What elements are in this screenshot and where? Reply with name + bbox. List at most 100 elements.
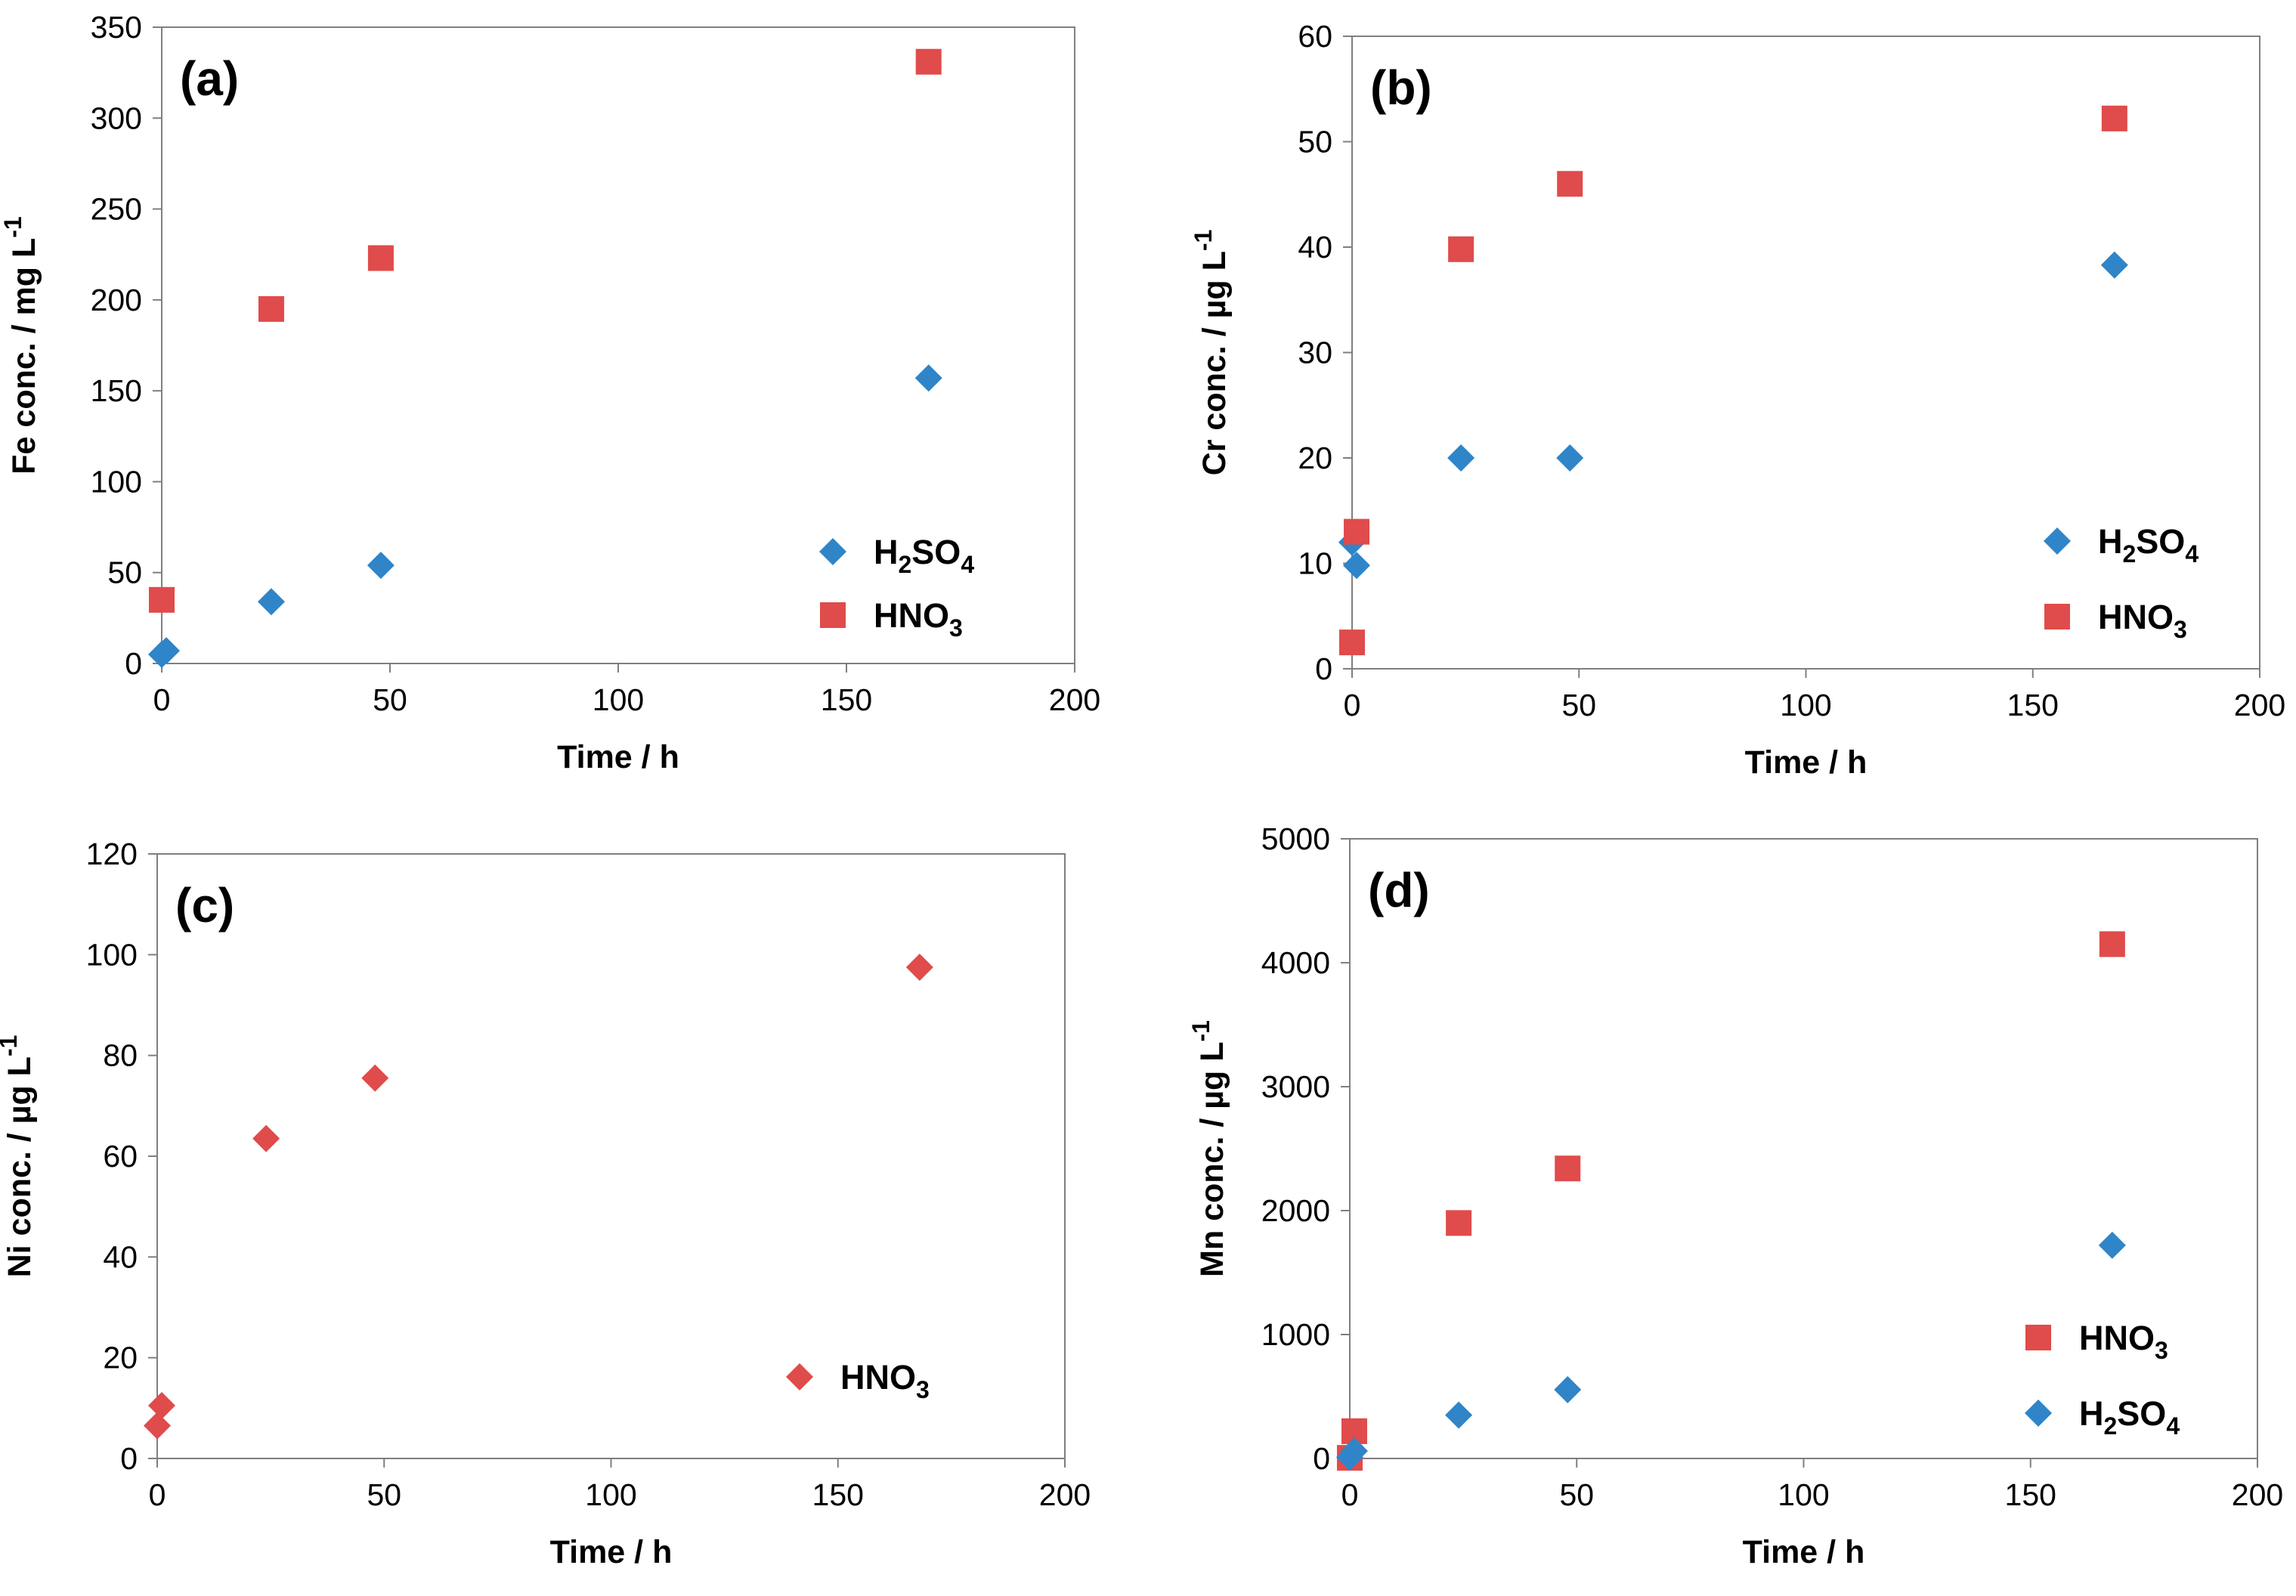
- legend-entry-hno3: HNO3: [786, 1358, 930, 1403]
- data-point-hno3: [367, 245, 394, 271]
- data-point-hno3: [252, 1124, 280, 1152]
- y-tick-label: 60: [103, 1139, 138, 1174]
- data-point-hno3: [361, 1064, 389, 1092]
- x-tick-label: 50: [1559, 1477, 1594, 1512]
- y-tick-label: 3000: [1261, 1069, 1330, 1104]
- legend-marker: [2044, 527, 2071, 555]
- data-point-h2so4: [1447, 444, 1475, 472]
- y-tick-label: 2000: [1261, 1193, 1330, 1228]
- legend-label: HNO3: [2098, 598, 2187, 643]
- y-tick-label: 1000: [1261, 1317, 1330, 1352]
- data-point-hno3: [1344, 518, 1370, 545]
- x-tick-label: 0: [149, 1477, 166, 1512]
- x-tick-label: 150: [821, 682, 872, 717]
- y-tick-label: 350: [91, 10, 142, 45]
- legend-label: HNO3: [840, 1358, 930, 1403]
- x-tick-label: 0: [1344, 688, 1361, 722]
- plot-area: [156, 853, 1066, 1459]
- y-tick-label: 300: [91, 101, 142, 135]
- y-tick-label: 150: [91, 373, 142, 408]
- data-point-h2so4: [257, 588, 285, 616]
- legend-marker: [820, 602, 846, 628]
- y-tick-label: 10: [1298, 546, 1332, 581]
- x-tick-label: 100: [1780, 688, 1831, 722]
- data-point-hno3: [148, 1392, 176, 1419]
- x-tick-label: 50: [1561, 688, 1596, 722]
- data-point-hno3: [1446, 1210, 1472, 1236]
- data-point-h2so4: [1554, 1375, 1582, 1403]
- x-tick-label: 200: [2234, 688, 2285, 722]
- x-axis-title: Time / h: [1743, 1534, 1865, 1570]
- y-tick-label: 250: [91, 192, 142, 227]
- y-tick-label: 0: [120, 1441, 138, 1476]
- chart-panel-a: 0 50 100 150 200 250 300 350 0 50 100 150 200 Time / …: [0, 10, 1100, 775]
- x-tick-label: 50: [367, 1477, 401, 1512]
- panel-label: (a): [180, 51, 239, 106]
- legend-label: HNO3: [2079, 1319, 2168, 1364]
- legend-entry-h2so4: H2SO4: [2025, 1394, 2180, 1440]
- data-point-h2so4: [1343, 552, 1371, 580]
- y-tick-label: 5000: [1261, 821, 1330, 856]
- legend-entry-hno3: HNO3: [820, 596, 963, 642]
- y-tick-label: 100: [91, 464, 142, 499]
- legend-entry-h2so4: H2SO4: [819, 533, 974, 578]
- data-point-hno3: [1448, 236, 1474, 262]
- legend-marker: [819, 538, 846, 565]
- y-tick-label: 80: [103, 1038, 138, 1073]
- legend-entry-h2so4: H2SO4: [2044, 522, 2199, 568]
- y-tick-label: 60: [1298, 19, 1332, 54]
- y-tick-label: 40: [1298, 230, 1332, 264]
- data-point-hno3: [1555, 1155, 1581, 1182]
- data-point-h2so4: [1445, 1401, 1473, 1429]
- x-tick-label: 100: [585, 1477, 636, 1512]
- data-point-h2so4: [914, 364, 942, 392]
- data-point-hno3: [1339, 629, 1365, 656]
- data-point-hno3: [1557, 171, 1583, 197]
- x-tick-label: 200: [1049, 682, 1100, 717]
- data-point-h2so4: [153, 637, 181, 665]
- data-point-hno3: [2099, 931, 2125, 957]
- x-tick-label: 100: [593, 682, 644, 717]
- chart-panel-c: 0 20 40 60 80 100 120 0 50 100 150 200 Time / h Ni co…: [0, 837, 1091, 1570]
- y-tick-label: 0: [125, 646, 142, 681]
- y-tick-label: 0: [1315, 651, 1332, 686]
- data-point-h2so4: [1556, 444, 1584, 472]
- data-point-hno3: [2101, 105, 2127, 131]
- legend-label: H2SO4: [874, 533, 974, 578]
- data-point-h2so4: [1341, 1437, 1369, 1465]
- data-point-hno3: [915, 48, 942, 75]
- x-axis-title: Time / h: [557, 739, 679, 775]
- x-axis-title: Time / h: [550, 1534, 673, 1570]
- y-tick-label: 200: [91, 283, 142, 317]
- y-tick-label: 100: [86, 937, 138, 972]
- legend-label: H2SO4: [2079, 1394, 2180, 1440]
- y-tick-label: 40: [103, 1239, 138, 1274]
- chart-panel-b: 0 10 20 30 40 50 60 0 50 100 150 200 Time / h Cr conc…: [1190, 19, 2285, 781]
- legend-marker: [2025, 1325, 2051, 1350]
- data-point-hno3: [905, 954, 933, 981]
- y-axis-title: Mn conc. / µg L-1: [1187, 1020, 1230, 1277]
- y-tick-label: 30: [1298, 336, 1332, 370]
- data-point-h2so4: [367, 552, 395, 580]
- y-tick-label: 4000: [1261, 945, 1330, 980]
- x-tick-label: 200: [2232, 1477, 2283, 1512]
- y-tick-label: 120: [86, 837, 138, 871]
- panel-label: (d): [1368, 863, 1430, 917]
- legend-entry-hno3: HNO3: [2044, 598, 2187, 643]
- x-tick-label: 200: [1039, 1477, 1091, 1512]
- panel-label: (b): [1370, 60, 1432, 115]
- x-axis-title: Time / h: [1745, 744, 1867, 781]
- y-tick-label: 0: [1313, 1441, 1330, 1476]
- data-point-hno3: [144, 1412, 171, 1440]
- legend-label: HNO3: [874, 596, 963, 642]
- legend-label: H2SO4: [2098, 522, 2199, 568]
- y-tick-label: 20: [103, 1341, 138, 1375]
- legend-entry-hno3: HNO3: [2025, 1319, 2168, 1364]
- y-tick-label: 20: [1298, 441, 1332, 475]
- legend-marker: [2044, 604, 2070, 629]
- y-axis-title: Cr conc. / µg L-1: [1190, 230, 1233, 476]
- x-tick-label: 0: [1341, 1477, 1359, 1512]
- y-axis-title: Ni conc. / µg L-1: [0, 1035, 38, 1278]
- data-point-h2so4: [2100, 251, 2128, 279]
